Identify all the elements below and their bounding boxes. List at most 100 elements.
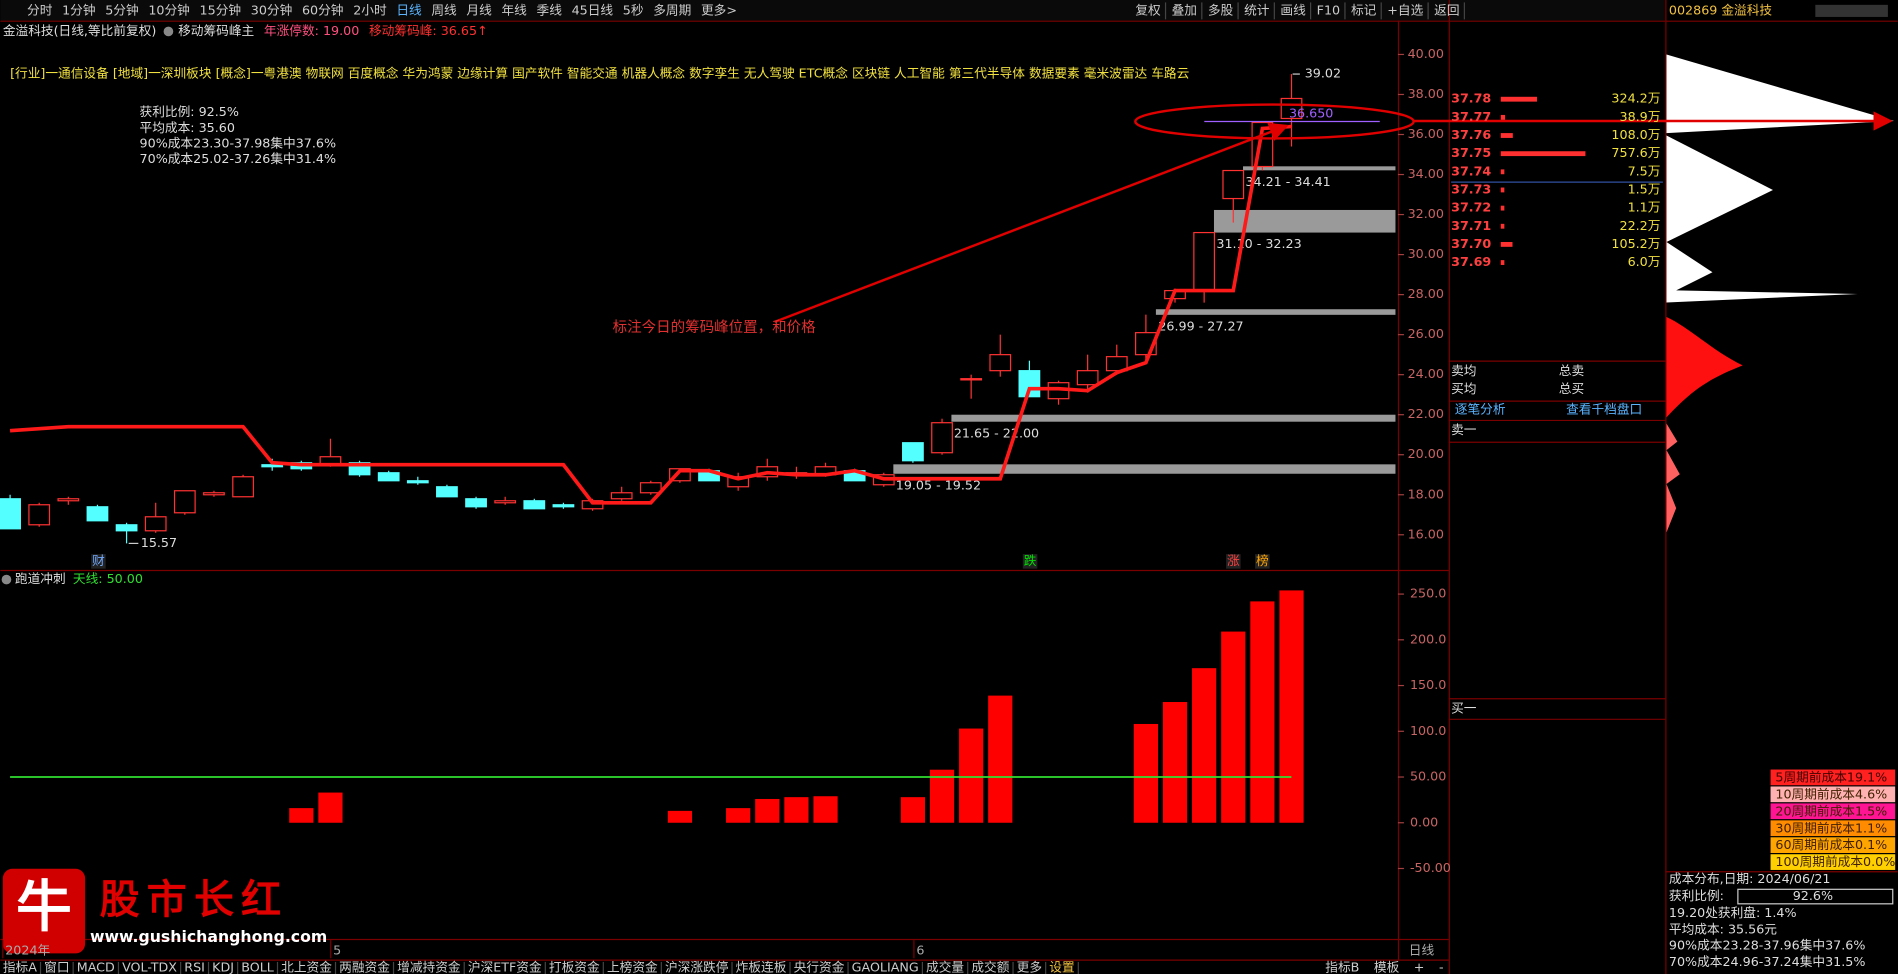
candle-body — [1193, 231, 1216, 292]
quote-link[interactable]: 查看千档盘口 — [1566, 402, 1642, 417]
quote-label: 买一 — [1451, 701, 1477, 716]
toolbar-button[interactable]: 叠加 — [1172, 2, 1197, 17]
cost-zone-label: 31.10 - 32.23 — [1216, 236, 1301, 251]
footer-tab[interactable]: 央行资金 — [794, 959, 845, 974]
quote-label: 总卖 — [1559, 363, 1585, 378]
ask-price: 37.76 — [1451, 127, 1491, 142]
toolbar-tab[interactable]: 1分钟 — [62, 2, 95, 17]
toolbar-tab[interactable]: 5秒 — [623, 2, 644, 17]
toolbar-button[interactable]: 多股 — [1208, 2, 1234, 17]
toolbar-tab[interactable]: 月线 — [466, 2, 492, 17]
date-label: 2024年 — [5, 943, 50, 958]
toolbar-tab[interactable]: 45日线 — [572, 2, 614, 17]
event-marker: 榜 — [1256, 553, 1269, 568]
window-icons[interactable] — [1815, 4, 1888, 17]
footer-tab[interactable]: 更多 — [1017, 959, 1042, 974]
toolbar-tab[interactable]: 2小时 — [353, 2, 387, 17]
toolbar-tab[interactable]: 日线 — [396, 2, 422, 17]
limit-up: 年涨停数: 19.00 — [264, 23, 359, 38]
toolbar-button[interactable]: F10 — [1317, 2, 1340, 17]
candle-body — [115, 524, 138, 532]
footer-tab[interactable]: 北上资金 — [281, 959, 332, 974]
toolbar-button[interactable]: 标记 — [1351, 2, 1377, 17]
y-tick-label: 28.00 — [1408, 286, 1444, 301]
footer-tab[interactable]: VOL-TDX — [122, 959, 177, 974]
volume-bar — [1500, 205, 1505, 211]
toolbar-tab[interactable]: 分时 — [27, 2, 53, 17]
y-tick-label: 36.00 — [1408, 126, 1444, 141]
footer-tab[interactable]: 炸板连板 — [736, 959, 787, 974]
footer-tab[interactable]: - — [1439, 959, 1444, 974]
cost-stat: 获利比例: 92.5% — [140, 104, 239, 119]
y-tick-label: 32.00 — [1408, 206, 1444, 221]
footer-tab[interactable]: 两融资金 — [339, 959, 390, 974]
footer-tab[interactable]: 沪深涨跌停 — [665, 959, 729, 974]
y-tick-label: 24.00 — [1408, 366, 1444, 381]
cost-info: 92.6% — [1793, 888, 1833, 903]
candle-body — [57, 498, 80, 502]
ask-volume: 7.5万 — [1628, 163, 1661, 178]
footer-tab[interactable]: 沪深ETF资金 — [468, 959, 542, 974]
candle-body — [989, 354, 1012, 372]
footer-tab[interactable]: 设置 — [1049, 959, 1074, 974]
y-tick-label: 150.0 — [1410, 677, 1446, 692]
cost-legend-text: 100周期前成本0.0% — [1775, 854, 1895, 869]
footer-tab[interactable]: 模板 — [1374, 959, 1400, 974]
toolbar-tab[interactable]: 季线 — [537, 2, 563, 17]
footer-tab[interactable]: 增减持资金 — [397, 959, 461, 974]
footer-tab[interactable]: KDJ — [212, 959, 234, 974]
cost-info: 90%成本23.28-37.96集中37.6% — [1669, 938, 1865, 953]
cost-info: 获利比例: — [1669, 888, 1724, 903]
footer-tab[interactable]: BOLL — [241, 959, 274, 974]
cost-legend-text: 10周期前成本4.6% — [1775, 786, 1887, 801]
indicator-bar — [755, 798, 780, 823]
ask-price: 37.77 — [1451, 109, 1491, 124]
indicator-bar — [667, 810, 693, 823]
toolbar-tab[interactable]: 30分钟 — [251, 2, 293, 17]
toolbar-button[interactable]: 统计 — [1244, 2, 1270, 17]
watermark-logo-char: 牛 — [16, 875, 72, 940]
footer-tab[interactable]: 成交量 — [926, 959, 964, 974]
volume-bar — [1500, 169, 1505, 175]
toolbar-button[interactable]: 画线 — [1280, 2, 1306, 17]
toolbar-tab[interactable]: 周线 — [431, 2, 457, 17]
footer-tab[interactable]: 指标A — [3, 959, 37, 974]
volume-bar — [1500, 151, 1586, 157]
toolbar-tab[interactable]: 15分钟 — [200, 2, 242, 17]
ask-price: 37.74 — [1451, 163, 1491, 178]
cost-zone-label: 26.99 - 27.27 — [1158, 318, 1243, 333]
toolbar-tab[interactable]: 多周期 — [653, 2, 691, 17]
footer-tab[interactable]: + — [1414, 959, 1425, 974]
toolbar-tab[interactable]: 更多> — [701, 2, 737, 17]
footer-tab[interactable]: 上榜资金 — [607, 959, 658, 974]
footer-tab[interactable]: 指标B — [1325, 959, 1359, 974]
toolbar-button[interactable]: 返回 — [1434, 2, 1459, 17]
footer-tab[interactable]: 窗口 — [44, 959, 69, 974]
low-label: 15.57 — [141, 535, 177, 550]
footer-tab[interactable]: 打板资金 — [549, 959, 600, 974]
cost-legend-box — [1770, 769, 1896, 786]
ask-price: 37.73 — [1451, 181, 1491, 196]
cost-legend-box — [1770, 803, 1896, 820]
toolbar-button[interactable]: +自选 — [1387, 2, 1423, 17]
quote-link[interactable]: 逐笔分析 — [1455, 402, 1506, 417]
footer-tab[interactable]: 成交额 — [971, 959, 1009, 974]
y-tick-label: 100.0 — [1410, 723, 1446, 738]
toolbar-button[interactable]: 复权 — [1135, 2, 1161, 17]
ask-price: 37.75 — [1451, 145, 1491, 160]
toolbar-tab[interactable]: 5分钟 — [105, 2, 138, 17]
candle-body — [902, 442, 924, 462]
toolbar-tab[interactable]: 10分钟 — [148, 2, 190, 17]
cost-legend-text: 5周期前成本19.1% — [1775, 769, 1887, 784]
footer-tab[interactable]: MACD — [77, 959, 115, 974]
indicator-icon[interactable] — [163, 26, 174, 37]
candle-body — [28, 504, 51, 526]
toolbar-tab[interactable]: 60分钟 — [302, 2, 344, 17]
footer-tab[interactable]: GAOLIANG — [852, 959, 919, 974]
footer-tab[interactable]: RSI — [184, 959, 205, 974]
toolbar-tab[interactable]: 年线 — [501, 2, 527, 17]
watermark-url: www.gushichanghong.com — [90, 927, 327, 946]
chip-profile-low — [1666, 423, 1680, 533]
indicator-icon[interactable] — [1, 574, 12, 585]
